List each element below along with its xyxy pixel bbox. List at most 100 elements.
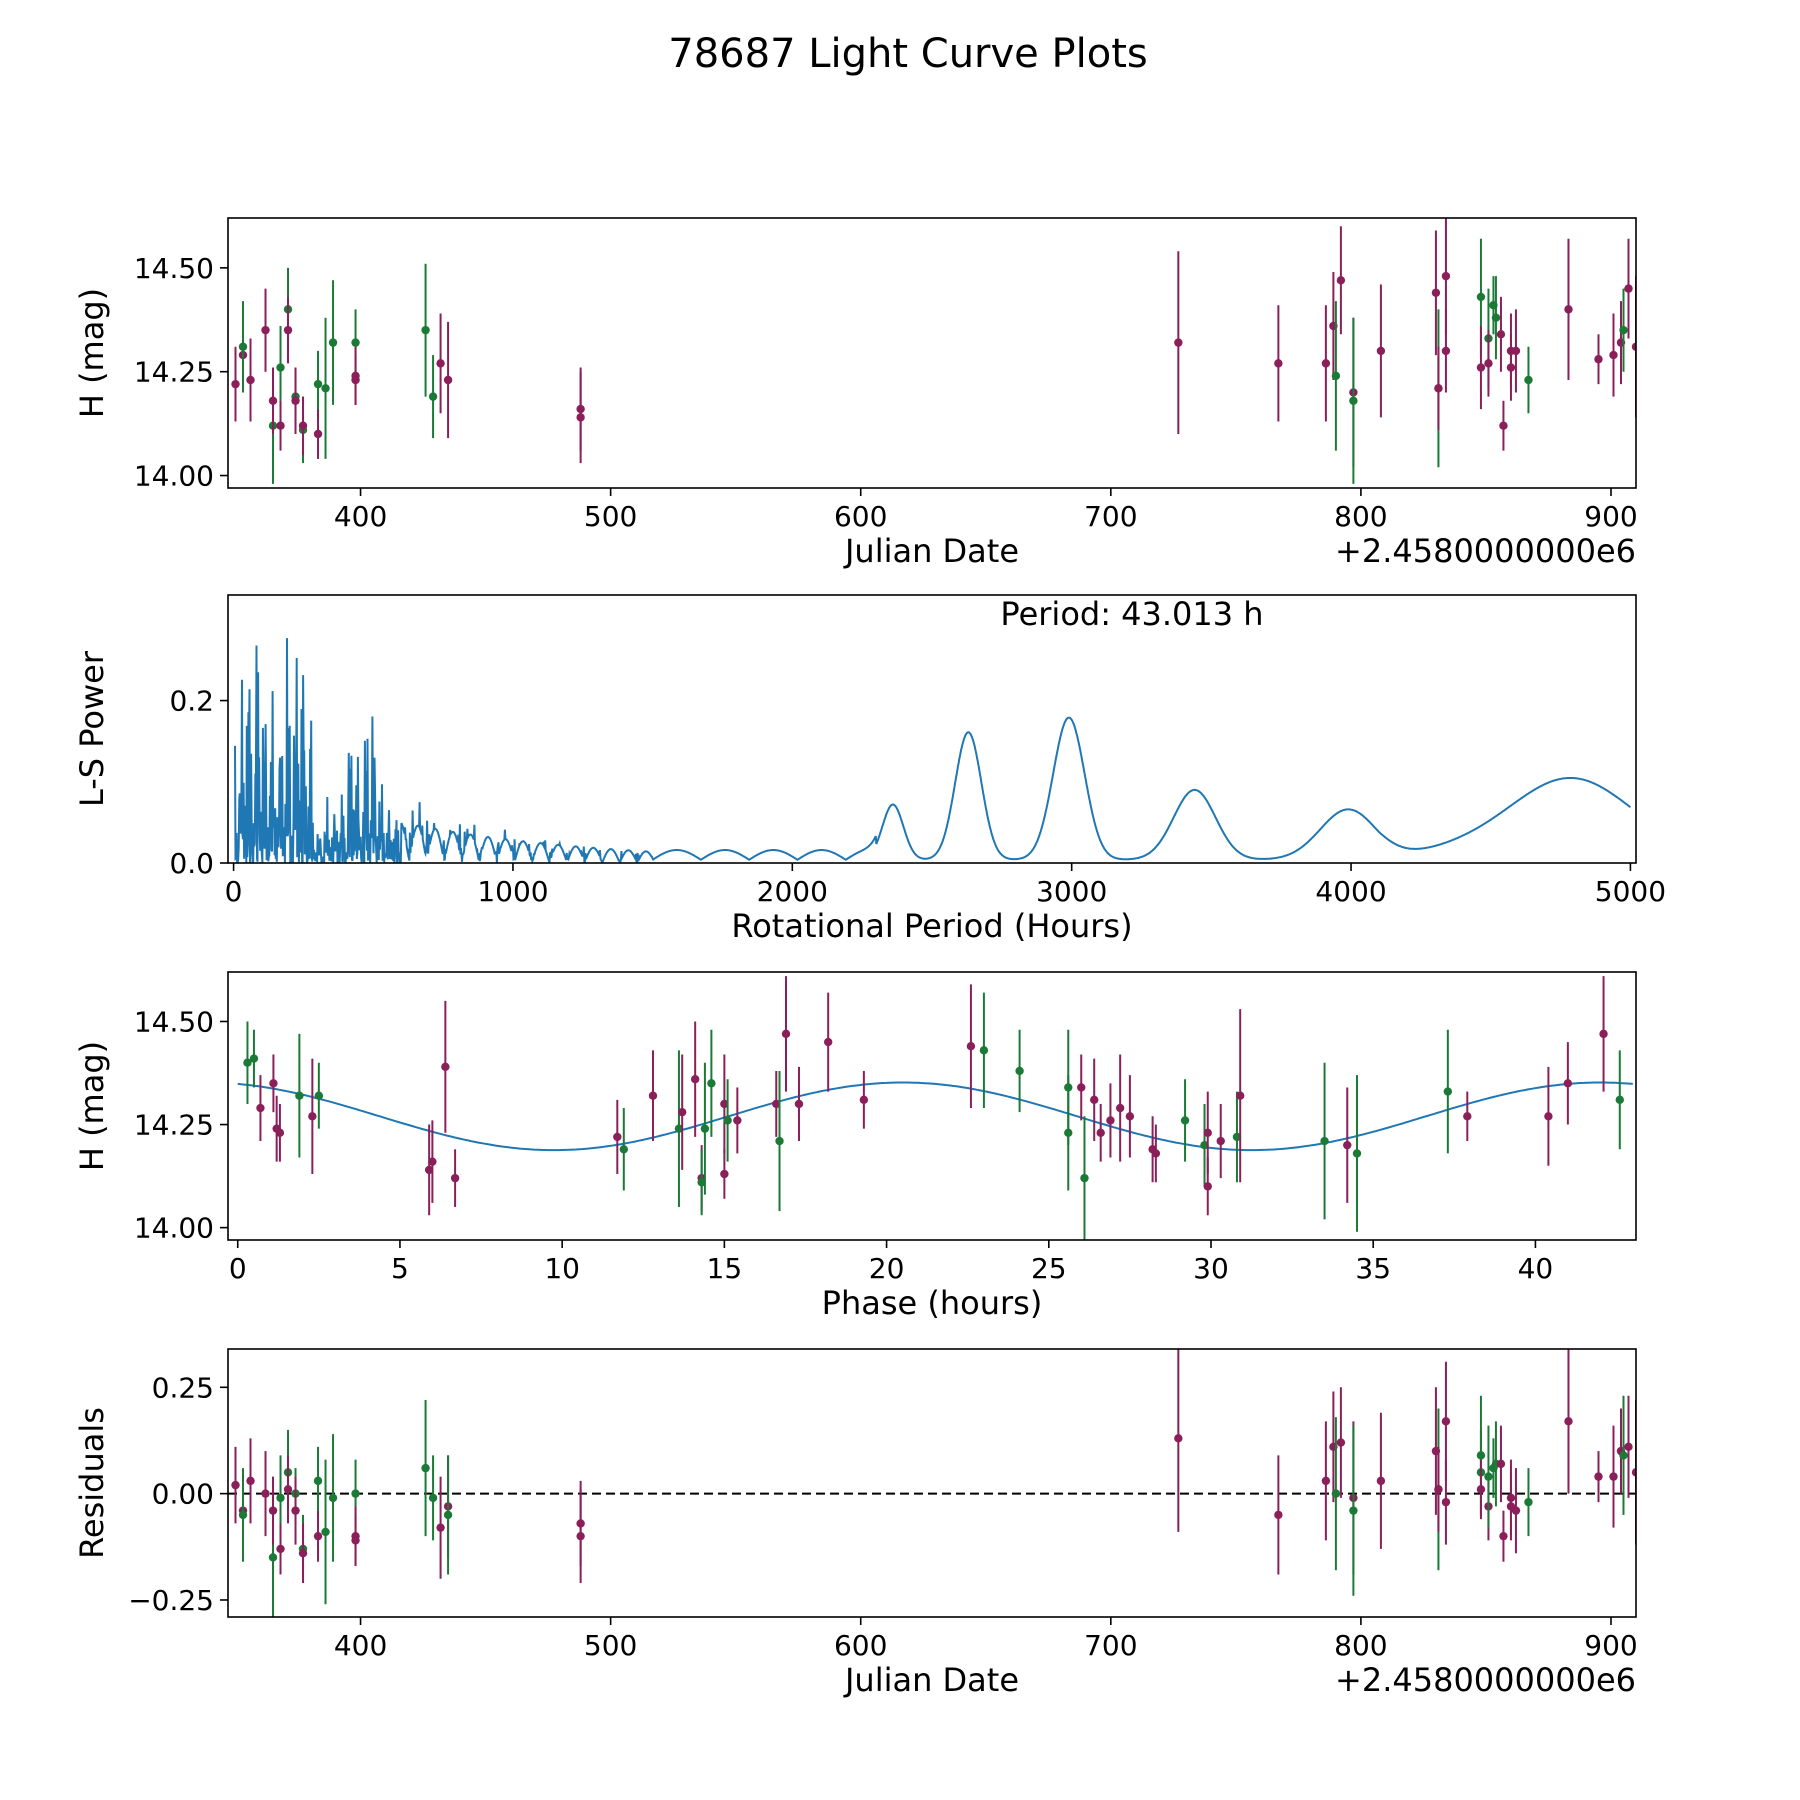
axes-frame — [227, 217, 1637, 489]
data-point — [249, 1054, 259, 1063]
x-offset-label: +2.4580000000e6 — [1335, 532, 1636, 570]
data-point — [1624, 284, 1633, 293]
data-point — [1174, 1434, 1183, 1443]
x-tick-label: 700 — [1084, 500, 1137, 533]
x-axis-label: Phase (hours) — [822, 1284, 1043, 1322]
data-point — [1331, 1489, 1341, 1498]
figure-title: 78687 Light Curve Plots — [668, 31, 1147, 77]
data-point — [1441, 1417, 1451, 1426]
data-point — [283, 1485, 293, 1494]
data-point — [1376, 346, 1386, 356]
data-point — [243, 1058, 252, 1067]
data-point — [1615, 1095, 1624, 1105]
data-point — [1631, 342, 1636, 351]
data-point — [1331, 371, 1341, 381]
periodogram-panel: 0 1000 2000 3000 4000 5000 0.0 0.2 Rotational Pe… — [73, 594, 1666, 945]
y-tick-label: 14.50 — [134, 252, 214, 285]
data-point — [275, 1128, 285, 1138]
data-point — [619, 1145, 628, 1154]
data-point — [421, 1463, 430, 1473]
data-point — [1174, 338, 1183, 347]
data-point — [1563, 1079, 1573, 1088]
data-point — [1564, 1417, 1573, 1426]
data-point — [1476, 292, 1486, 302]
axes-frame — [227, 594, 1637, 864]
data-point — [1594, 1472, 1603, 1481]
data-point — [1320, 1136, 1329, 1146]
data-point — [1349, 396, 1358, 405]
x-tick-label: 25 — [1031, 1252, 1067, 1285]
data-point — [246, 1476, 255, 1486]
data-point — [443, 1510, 453, 1520]
data-point — [328, 1493, 338, 1503]
data-point — [1476, 1485, 1486, 1494]
data-point — [1609, 1472, 1618, 1481]
x-tick-label: 600 — [834, 500, 887, 533]
y-axis-label: H (mag) — [73, 288, 111, 418]
data-point — [298, 1548, 308, 1558]
data-point — [1499, 421, 1508, 430]
x-tick-label: 1000 — [477, 875, 548, 908]
data-point — [1232, 1132, 1242, 1142]
x-tick-label: 400 — [334, 1629, 387, 1662]
data-point — [1619, 325, 1628, 335]
data-point — [1441, 1497, 1451, 1507]
x-axis-label: Rotational Period (Hours) — [731, 907, 1132, 945]
data-point — [261, 325, 270, 335]
data-point — [720, 1169, 729, 1179]
data-point — [1431, 288, 1441, 297]
x-axis-label: Julian Date — [843, 532, 1019, 570]
data-point — [276, 363, 285, 372]
data-point — [733, 1116, 742, 1125]
data-point — [314, 1091, 324, 1100]
data-point — [351, 1489, 360, 1498]
data-point — [1336, 1438, 1346, 1447]
data-point — [351, 375, 360, 385]
data-point — [313, 429, 323, 439]
data-point — [1236, 1091, 1245, 1100]
periodogram-line — [234, 638, 1632, 863]
data-point — [256, 1103, 265, 1113]
data-point — [1125, 1112, 1135, 1121]
data-point — [690, 1075, 700, 1084]
data-point — [775, 1136, 784, 1146]
data-point — [246, 375, 255, 385]
data-point — [1216, 1136, 1225, 1146]
x-tick-label: 40 — [1518, 1252, 1554, 1285]
data-point — [328, 338, 338, 347]
data-point — [276, 421, 285, 430]
data-point — [441, 1062, 450, 1072]
data-point — [966, 1042, 976, 1051]
data-point — [1274, 359, 1283, 368]
data-point — [238, 342, 248, 351]
data-point — [1619, 1451, 1628, 1460]
data-point — [1484, 1472, 1493, 1481]
data-point — [1203, 1182, 1212, 1191]
x-tick-label: 700 — [1084, 1629, 1137, 1662]
data-point — [1631, 1468, 1636, 1477]
data-point — [1496, 1459, 1506, 1469]
data-point — [1496, 330, 1506, 339]
data-point — [781, 1029, 791, 1039]
axes-frame — [227, 1348, 1637, 1618]
data-point — [1349, 1506, 1358, 1515]
data-point — [1624, 1442, 1633, 1452]
data-point — [313, 379, 323, 389]
data-point — [1080, 1173, 1089, 1183]
residuals-panel: 400 500 600 700 800 900 −0.25 0.00 0.25 Julian Da… — [73, 1348, 1638, 1699]
x-tick-label: 900 — [1584, 500, 1637, 533]
data-point — [424, 1165, 434, 1175]
data-point — [295, 1091, 304, 1100]
y-tick-label: 0.00 — [152, 1478, 214, 1511]
data-point — [1434, 384, 1443, 393]
y-tick-label: 14.25 — [134, 1109, 214, 1142]
data-point — [772, 1099, 781, 1109]
data-point — [1524, 375, 1533, 385]
data-point — [351, 338, 360, 347]
data-point — [313, 1476, 323, 1486]
data-point — [421, 325, 430, 335]
data-point — [707, 1079, 716, 1088]
data-point — [283, 325, 293, 335]
y-tick-label: 0.0 — [169, 847, 214, 880]
